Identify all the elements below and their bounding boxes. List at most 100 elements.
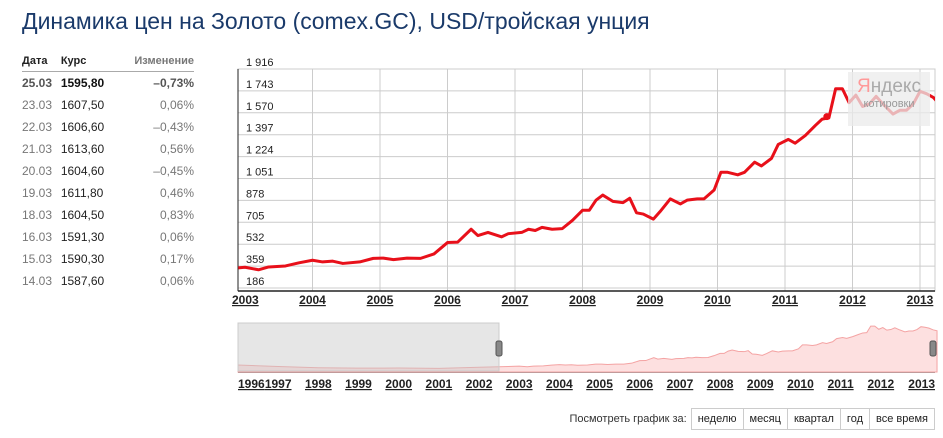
x-tick-label[interactable]: 2013 xyxy=(907,293,934,307)
navigator-year-label[interactable]: 2006 xyxy=(626,377,653,391)
cell-date: 20.03 xyxy=(22,164,53,178)
price-marker[interactable] xyxy=(823,113,831,121)
navigator-year-label[interactable]: 2004 xyxy=(546,377,573,391)
col-change: Изменение xyxy=(116,55,194,72)
navigator-year-label[interactable]: 2007 xyxy=(667,377,694,391)
navigator-year-label[interactable]: 2012 xyxy=(867,377,894,391)
x-tick-label[interactable]: 2012 xyxy=(839,293,866,307)
navigator-year-label[interactable]: 2005 xyxy=(586,377,613,391)
table-row: 15.03 1590,30 0,17% xyxy=(22,248,194,270)
x-tick-label[interactable]: 2003 xyxy=(232,293,259,307)
navigator-area xyxy=(237,325,938,373)
period-selector: Посмотреть график за: неделю месяц кварт… xyxy=(569,408,935,430)
table-row: 18.03 1604,50 0,83% xyxy=(22,204,194,226)
x-tick-label[interactable]: 2008 xyxy=(569,293,596,307)
x-tick-label[interactable]: 2009 xyxy=(637,293,664,307)
y-tick-label: 532 xyxy=(246,232,264,244)
table-row: 23.03 1607,50 0,06% xyxy=(22,94,194,116)
navigator-year-label[interactable]: 2009 xyxy=(747,377,774,391)
navigator-year-label[interactable]: 2002 xyxy=(466,377,493,391)
x-tick-label[interactable]: 2005 xyxy=(367,293,394,307)
table-row: 19.03 1611,80 0,46% xyxy=(22,182,194,204)
navigator-year-label[interactable]: 2003 xyxy=(506,377,533,391)
navigator-year-label[interactable]: 1997 xyxy=(265,377,292,391)
y-tick-label: 878 xyxy=(246,188,264,200)
y-tick-label: 1 051 xyxy=(246,167,274,179)
navigator-year-label[interactable]: 1996 xyxy=(238,377,265,391)
cell-rate: 1613,60 xyxy=(60,142,105,156)
period-month-button[interactable]: месяц xyxy=(743,408,788,430)
y-tick-label: 1 570 xyxy=(246,101,274,113)
cell-date: 21.03 xyxy=(22,142,53,156)
table-row: 25.03 1595,80 –0,73% xyxy=(22,72,194,95)
navigator-year-label[interactable]: 1998 xyxy=(305,377,332,391)
cell-rate: 1590,30 xyxy=(60,252,105,266)
col-date: Дата xyxy=(22,55,61,72)
cell-rate: 1604,60 xyxy=(60,164,105,178)
table-row: 16.03 1591,30 0,06% xyxy=(22,226,194,248)
period-all-button[interactable]: все время xyxy=(870,408,935,430)
table-row: 20.03 1604,60 –0,45% xyxy=(22,160,194,182)
navigator-year-label[interactable]: 2010 xyxy=(787,377,814,391)
cell-change: 0,56% xyxy=(159,142,194,156)
x-tick-label[interactable]: 2006 xyxy=(434,293,461,307)
cell-change: 0,06% xyxy=(159,98,194,112)
cell-rate: 1587,60 xyxy=(60,274,105,288)
cell-date: 25.03 xyxy=(22,76,53,90)
period-year-button[interactable]: год xyxy=(840,408,870,430)
period-week-button[interactable]: неделю xyxy=(690,408,744,430)
x-tick-label[interactable]: 2004 xyxy=(299,293,326,307)
navigator-year-label[interactable]: 2000 xyxy=(385,377,412,391)
watermark-brand: Яндекс xyxy=(857,76,921,97)
cell-change: 0,17% xyxy=(159,252,194,266)
cell-date: 14.03 xyxy=(22,274,53,288)
cell-change: 0,06% xyxy=(159,230,194,244)
cell-date: 22.03 xyxy=(22,120,53,134)
cell-date: 18.03 xyxy=(22,208,53,222)
watermark-sub: котировки xyxy=(863,98,915,110)
navigator-year-label[interactable]: 1999 xyxy=(345,377,372,391)
navigator-handle-left[interactable] xyxy=(495,340,503,357)
cell-date: 15.03 xyxy=(22,252,53,266)
y-tick-label: 1 224 xyxy=(246,145,274,157)
col-rate: Курс xyxy=(60,55,117,72)
cell-rate: 1591,30 xyxy=(60,230,105,244)
cell-date: 23.03 xyxy=(22,98,53,112)
y-tick-label: 359 xyxy=(246,254,264,266)
plot-area xyxy=(237,68,936,292)
cell-rate: 1606,60 xyxy=(60,120,105,134)
cell-rate: 1611,80 xyxy=(60,186,104,200)
y-tick-label: 1 916 xyxy=(246,57,274,69)
yandex-watermark: Яндекс котировки xyxy=(848,72,930,126)
cell-date: 16.03 xyxy=(22,230,53,244)
table-row: 22.03 1606,60 –0,43% xyxy=(22,116,194,138)
period-label: Посмотреть график за: xyxy=(569,413,687,425)
x-tick-label[interactable]: 2007 xyxy=(502,293,529,307)
cell-change: –0,45% xyxy=(153,164,194,178)
x-tick-label[interactable]: 2010 xyxy=(704,293,731,307)
navigator-year-label[interactable]: 2001 xyxy=(426,377,453,391)
y-tick-label: 705 xyxy=(246,210,264,222)
navigator-year-label[interactable]: 2011 xyxy=(828,377,854,391)
y-tick-label: 1 743 xyxy=(246,79,274,91)
rates-table: Дата Курс Изменение 25.03 1595,80 –0,73% 23… xyxy=(22,55,194,292)
y-tick-label: 186 xyxy=(246,276,264,288)
navigator-handle-right[interactable] xyxy=(929,340,937,357)
navigator-mask xyxy=(237,322,500,372)
cell-change: –0,73% xyxy=(153,76,194,90)
navigator-year-label[interactable]: 2013 xyxy=(908,377,935,391)
y-tick-label: 1 397 xyxy=(246,123,274,135)
cell-change: 0,06% xyxy=(159,274,194,288)
period-quarter-button[interactable]: квартал xyxy=(787,408,841,430)
table-row: 14.03 1587,60 0,06% xyxy=(22,270,194,292)
cell-change: 0,46% xyxy=(159,186,194,200)
cell-change: –0,43% xyxy=(153,120,194,134)
x-tick-label[interactable]: 2011 xyxy=(772,293,798,307)
cell-rate: 1604,50 xyxy=(60,208,105,222)
cell-change: 0,83% xyxy=(159,208,194,222)
cell-rate: 1607,50 xyxy=(60,98,105,112)
cell-date: 19.03 xyxy=(22,186,53,200)
table-row: 21.03 1613,60 0,56% xyxy=(22,138,194,160)
navigator-year-label[interactable]: 2008 xyxy=(707,377,734,391)
